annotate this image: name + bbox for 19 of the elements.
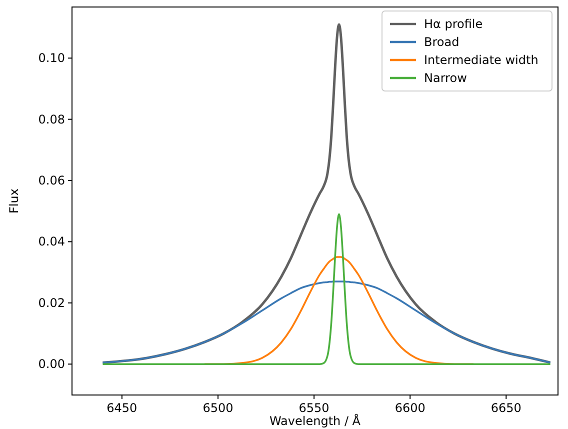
- x-tick-label: 6600: [394, 401, 426, 415]
- x-tick-label: 6450: [106, 401, 138, 415]
- line-series: [102, 213, 552, 365]
- y-tick-label: 0.08: [38, 112, 65, 126]
- y-tick-label: 0.02: [38, 296, 65, 310]
- x-axis-title: Wavelength / Å: [269, 413, 362, 428]
- y-axis-title: Flux: [7, 188, 21, 214]
- x-tick-label: 6650: [490, 401, 522, 415]
- y-tick-label: 0.00: [38, 357, 65, 372]
- legend-label: Intermediate width: [424, 53, 538, 67]
- y-tick-label: 0.10: [38, 51, 65, 66]
- y-tick-label: 0.06: [38, 174, 65, 188]
- line-series: [102, 280, 552, 364]
- legend-label: Broad: [424, 35, 460, 49]
- y-tick-label: 0.04: [38, 234, 65, 249]
- legend-label: Hα profile: [424, 17, 483, 31]
- x-tick-label: 6500: [202, 401, 234, 415]
- legend-label: Narrow: [424, 71, 468, 85]
- x-tick-label: 6550: [298, 401, 330, 415]
